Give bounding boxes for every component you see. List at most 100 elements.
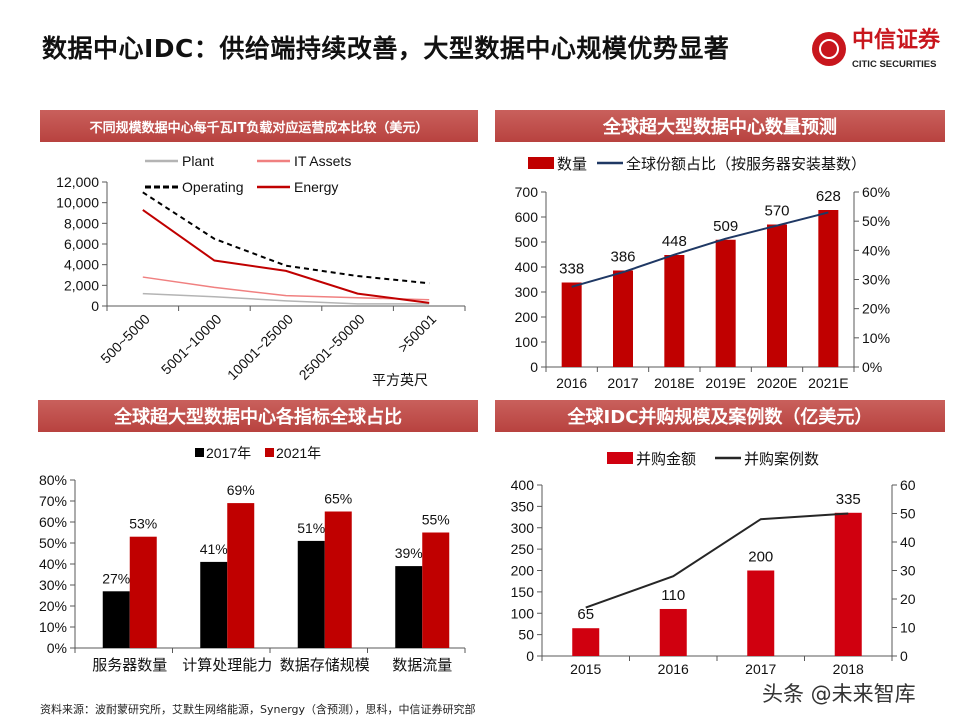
legend-swatch-bar <box>528 157 554 169</box>
x-tick-label: 计算处理能力 <box>182 656 272 674</box>
bar-2017年 <box>297 540 325 648</box>
y-tick-label: 100 <box>511 605 535 621</box>
y-tick-label: 0% <box>47 640 67 656</box>
bar <box>659 608 687 656</box>
data-label: 200 <box>748 549 773 566</box>
bar <box>664 255 685 367</box>
data-label: 628 <box>816 188 841 205</box>
panel-title-idc-mna: 全球IDC并购规模及案例数（亿美元） <box>495 400 945 432</box>
y-tick-label: 50 <box>518 627 534 643</box>
logo-text-cn: 中信证券 <box>852 27 941 53</box>
y-tick-label: 100 <box>515 334 539 350</box>
y2-tick-label: 40% <box>862 242 890 258</box>
data-label: 335 <box>836 491 861 508</box>
bar-2021年 <box>324 511 352 648</box>
y-tick-label: 700 <box>515 184 539 200</box>
legend-label: 并购案例数 <box>744 450 819 468</box>
y-tick-label: 20% <box>39 598 67 614</box>
y2-tick-label: 0 <box>900 648 908 664</box>
y-tick-label: 150 <box>511 584 535 600</box>
citic-emblem-icon <box>812 32 846 66</box>
y2-tick-label: 10 <box>900 620 916 636</box>
x-tick-label: 2016 <box>556 375 587 391</box>
data-label: 338 <box>559 261 584 278</box>
bar <box>715 239 736 367</box>
y2-tick-label: 50 <box>900 506 916 522</box>
logo-text-en: CITIC SECURITIES <box>852 59 937 70</box>
data-label: 69% <box>227 482 255 498</box>
x-tick-label: 2015 <box>570 661 601 677</box>
data-label: 65% <box>324 491 352 507</box>
bar <box>834 512 862 656</box>
bar <box>747 570 775 656</box>
citic-logo: 中信证券 CITIC SECURITIES <box>812 28 947 74</box>
y-tick-label: 8,000 <box>64 215 99 231</box>
x-tick-label: 2016 <box>658 661 689 677</box>
data-label: 386 <box>610 249 635 266</box>
y-tick-label: 300 <box>511 520 535 536</box>
x-tick-label: 2021E <box>808 375 848 391</box>
y-tick-label: 0 <box>91 298 99 314</box>
y-tick-label: 80% <box>39 472 67 488</box>
y-tick-label: 600 <box>515 209 539 225</box>
data-label: 51% <box>297 520 325 536</box>
bar <box>767 224 787 367</box>
series-line <box>571 211 829 288</box>
legend-label: 并购金额 <box>636 451 696 468</box>
bar <box>561 282 582 367</box>
y-tick-label: 60% <box>39 514 67 530</box>
panel-title-hyperscale-share: 全球超大型数据中心各指标全球占比 <box>38 400 478 432</box>
series-line-plant <box>142 292 430 305</box>
series-line-operating <box>142 191 430 285</box>
y-tick-label: 400 <box>515 259 539 275</box>
x-tick-label: 2018E <box>654 375 694 391</box>
x-tick-label: 2017 <box>745 661 776 677</box>
x-tick-label: 25001~50000 <box>296 311 368 383</box>
legend-label: 数量 <box>557 156 587 173</box>
x-tick-label: 2017 <box>607 375 638 391</box>
x-tick-label: 数据存储规模 <box>280 657 370 674</box>
legend-swatch <box>265 448 274 457</box>
y-tick-label: 50% <box>39 535 67 551</box>
x-tick-label: 2019E <box>705 375 745 391</box>
data-label: 509 <box>713 218 738 235</box>
y-tick-label: 40% <box>39 556 67 572</box>
y2-tick-label: 30 <box>900 563 916 579</box>
data-label: 27% <box>102 570 130 586</box>
y2-tick-label: 30% <box>862 272 890 288</box>
x-tick-label: 500~5000 <box>97 311 153 367</box>
y-tick-label: 0 <box>530 359 538 375</box>
watermark: 头条 @未来智库 <box>762 682 916 706</box>
y-tick-label: 400 <box>511 477 535 493</box>
y-tick-label: 200 <box>515 309 539 325</box>
legend-label: 全球份额占比（按服务器安装基数） <box>626 155 866 173</box>
legend-label: 2021年 <box>276 445 321 461</box>
bar <box>613 270 633 367</box>
y-tick-label: 10% <box>39 619 67 635</box>
legend-label: Plant <box>182 153 214 169</box>
x-tick-label: 2020E <box>757 375 797 391</box>
bar-2017年 <box>102 591 130 648</box>
y-tick-label: 4,000 <box>64 257 99 273</box>
y2-tick-label: 0% <box>862 359 882 375</box>
x-tick-label: >50001 <box>395 311 440 356</box>
page-title: 数据中心IDC：供给端持续改善，大型数据中心规模优势显著 <box>42 34 730 63</box>
x-axis-label: 平方英尺 <box>372 372 428 388</box>
legend-label: Operating <box>182 179 243 195</box>
x-tick-label: 10001~25000 <box>224 311 296 383</box>
y2-tick-label: 20 <box>900 591 916 607</box>
x-tick-label: 服务器数量 <box>92 657 167 674</box>
data-label: 39% <box>395 545 423 561</box>
panel-title-cost-comparison: 不同规模数据中心每千瓦IT负载对应运营成本比较（美元） <box>40 110 478 142</box>
y-tick-label: 70% <box>39 493 67 509</box>
y-tick-label: 500 <box>515 234 539 250</box>
y-tick-label: 300 <box>515 284 539 300</box>
data-label: 110 <box>661 587 685 604</box>
y-tick-label: 30% <box>39 577 67 593</box>
data-label: 570 <box>764 203 789 220</box>
y-tick-label: 350 <box>511 498 535 514</box>
bar-2021年 <box>422 532 450 648</box>
bar <box>818 210 839 367</box>
series-line <box>585 512 849 609</box>
